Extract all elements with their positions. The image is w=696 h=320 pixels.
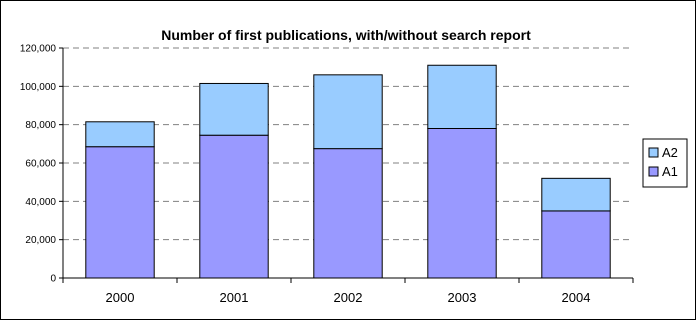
x-tick-labels: 2000 2001 2002 2003 2004: [106, 290, 591, 305]
bar-a1-2003: [427, 128, 497, 279]
legend-box: [642, 138, 688, 188]
y-tick-label: 120,000: [20, 44, 57, 55]
legend-swatch-a2: [648, 147, 659, 158]
y-tick-label: 0: [50, 274, 56, 285]
x-tick-label: 2001: [220, 290, 249, 305]
y-tick-label: 60,000: [25, 159, 56, 170]
y-tick-label: 20,000: [25, 235, 56, 246]
bar-a1-2000: [85, 146, 155, 279]
bar-a2-2003: [427, 64, 497, 129]
bar-a1-2002: [313, 148, 383, 279]
bar-a1-2004: [541, 210, 611, 279]
bar-a2-2001: [199, 82, 269, 136]
y-tick-label: 40,000: [25, 197, 56, 208]
x-tick-label: 2000: [106, 290, 135, 305]
bar-a2-2002: [313, 74, 383, 150]
x-tick-label: 2002: [334, 290, 363, 305]
legend-swatch-a1: [648, 166, 659, 177]
x-tick-label: 2003: [448, 290, 477, 305]
axes: [59, 47, 634, 283]
legend-label-a2: A2: [662, 145, 678, 160]
bars: [85, 64, 611, 279]
x-tick-label: 2004: [562, 290, 591, 305]
chart-title: Number of first publications, with/witho…: [161, 27, 531, 43]
bar-a2-2000: [85, 121, 155, 148]
y-tick-labels: 0 20,000 40,000 60,000 80,000 100,000 120,000: [20, 44, 57, 285]
y-tick-label: 100,000: [20, 82, 57, 93]
bar-a1-2001: [199, 134, 269, 279]
bar-a2-2004: [541, 177, 611, 212]
y-tick-label: 80,000: [25, 120, 56, 131]
legend-label-a1: A1: [662, 164, 678, 179]
